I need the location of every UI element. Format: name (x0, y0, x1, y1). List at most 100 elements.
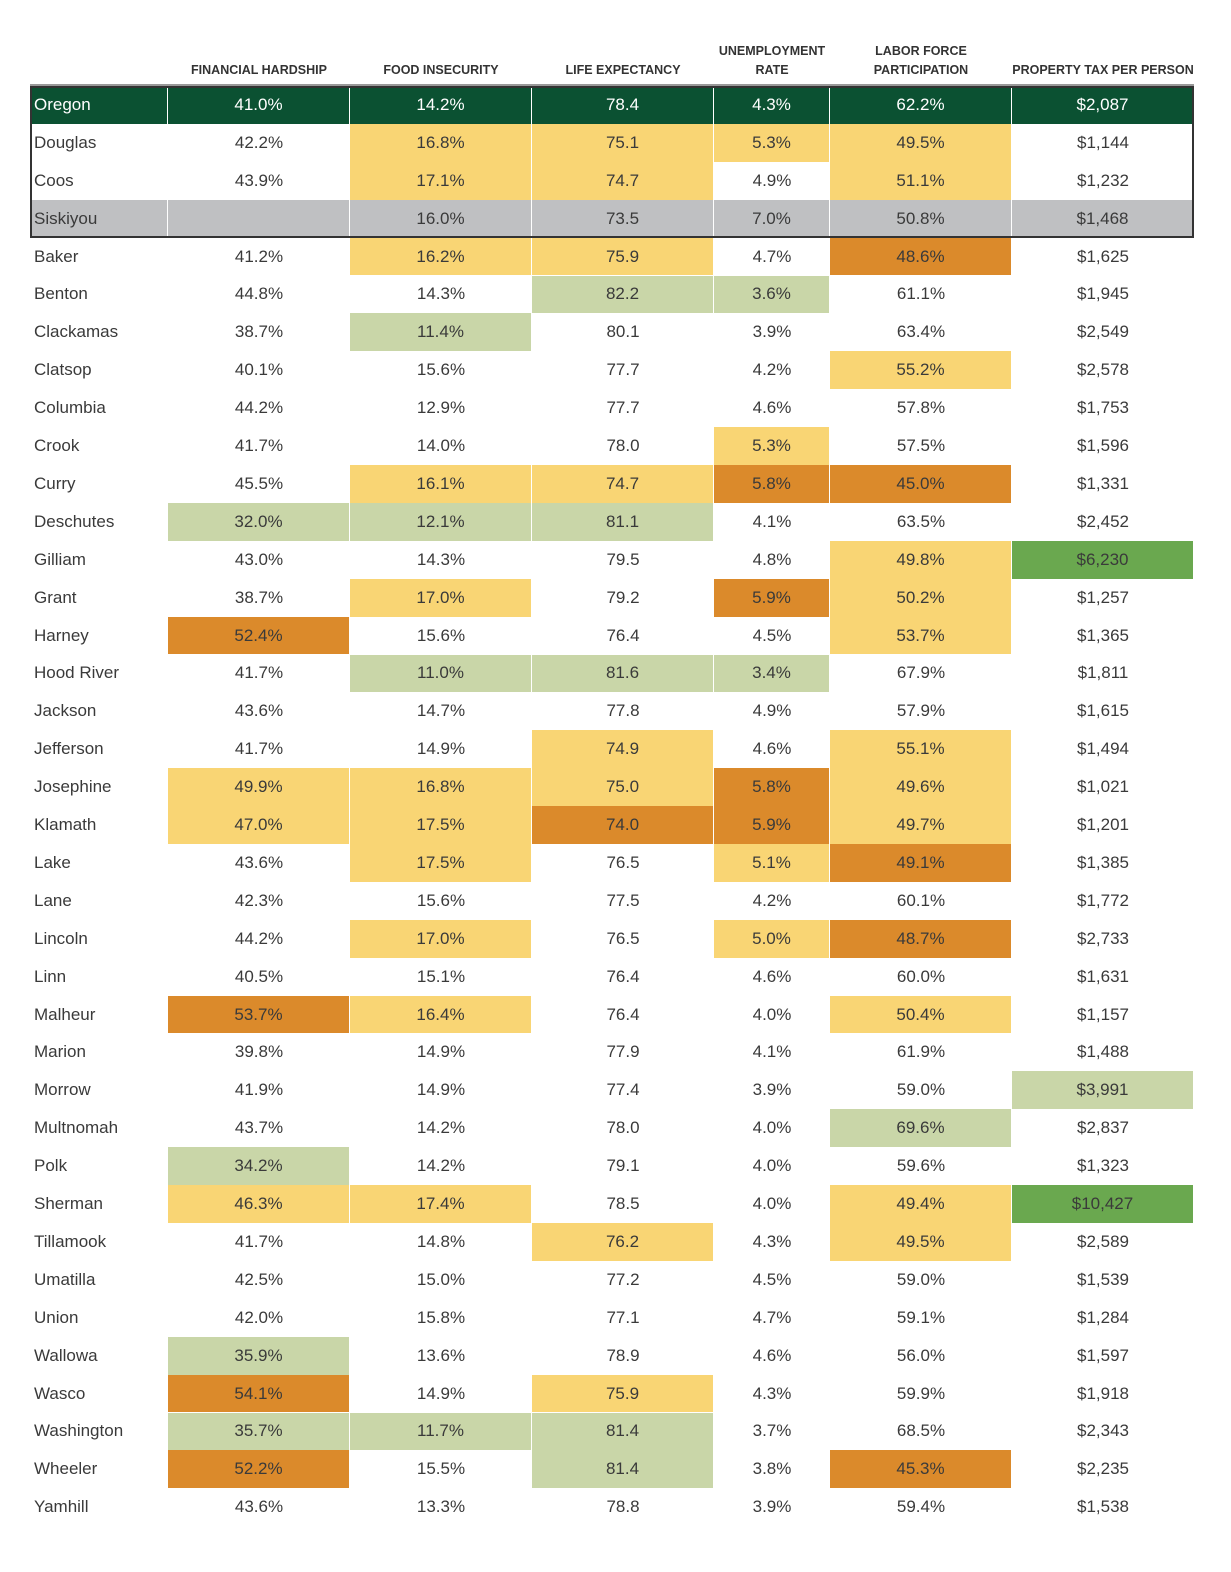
data-cell: 14.0% (416, 436, 466, 456)
data-cell: $1,625 (1077, 246, 1129, 266)
data-cell: $1,597 (1077, 1345, 1129, 1365)
row-label: Baker (34, 246, 79, 266)
header-rule (30, 84, 1194, 86)
data-cell: 17.0% (350, 578, 532, 617)
data-cell: $1,631 (1077, 966, 1129, 986)
data-cell: 4.5% (752, 625, 792, 645)
data-cell: $2,589 (1077, 1231, 1129, 1251)
data-cell: 77.7 (606, 398, 640, 418)
data-cell: 41.7% (234, 436, 284, 456)
data-cell: 16.8% (350, 768, 532, 807)
data-cell: 45.3% (830, 1450, 1012, 1489)
data-cell: 79.1 (606, 1156, 640, 1176)
data-cell: 54.1% (168, 1374, 350, 1413)
data-cell: 3.9% (752, 322, 792, 342)
data-cell: 13.6% (416, 1345, 466, 1365)
data-cell: 14.3% (416, 549, 466, 569)
data-cell: 74.0 (532, 806, 714, 844)
data-cell: $1,596 (1077, 436, 1129, 456)
data-cell: 78.0 (606, 1118, 640, 1138)
row-label: Washington (34, 1421, 124, 1441)
data-cell: 4.1% (752, 1042, 792, 1062)
data-cell: 59.4% (896, 1497, 946, 1517)
data-cell: 75.9 (532, 1374, 714, 1413)
row-label: Harney (34, 625, 89, 645)
data-cell: 5.3% (714, 123, 830, 162)
data-cell: 49.5% (830, 123, 1012, 162)
data-cell: 41.7% (234, 739, 284, 759)
data-cell: 7.0% (714, 199, 830, 238)
row-label: Tillamook (34, 1231, 107, 1251)
data-cell: $1,488 (1077, 1042, 1129, 1062)
data-cell: 57.8% (896, 398, 946, 418)
data-cell: 76.2 (532, 1223, 714, 1261)
highlight-box (30, 86, 1194, 238)
data-cell: $1,753 (1077, 398, 1129, 418)
data-cell: 13.3% (416, 1497, 466, 1517)
data-cell: 45.5% (234, 473, 284, 493)
data-cell: 60.1% (896, 890, 946, 910)
data-cell: 82.2 (532, 275, 714, 314)
data-cell: 4.8% (752, 549, 792, 569)
data-cell: 43.7% (234, 1118, 284, 1138)
data-cell: 50.4% (830, 995, 1012, 1034)
data-cell: $1,157 (1077, 1004, 1129, 1024)
data-cell (168, 199, 350, 238)
data-cell: 40.5% (234, 966, 284, 986)
row-label: Curry (34, 473, 76, 493)
column-header: LABOR FORCE PARTICIPATION (873, 44, 969, 77)
data-cell: 81.4 (532, 1450, 714, 1489)
data-cell: 61.9% (896, 1042, 946, 1062)
data-cell: 76.4 (606, 625, 640, 645)
data-cell: $2,235 (1077, 1459, 1129, 1479)
data-cell: $1,144 (1077, 132, 1129, 152)
data-cell: 67.9% (896, 663, 946, 683)
row-label: Clackamas (34, 322, 119, 342)
data-cell: 59.1% (896, 1307, 946, 1327)
data-cell: 4.6% (752, 398, 792, 418)
data-cell: 5.1% (714, 844, 830, 882)
data-cell: 74.7 (532, 161, 714, 200)
data-cell: 49.8% (830, 540, 1012, 579)
data-cell: $1,615 (1077, 701, 1129, 721)
data-cell: $2,837 (1077, 1118, 1129, 1138)
data-cell: 50.8% (830, 199, 1012, 238)
data-cell: 17.4% (350, 1185, 532, 1223)
data-cell: $1,468 (1012, 199, 1194, 238)
row-label: Wallowa (34, 1345, 98, 1365)
data-cell: 41.9% (234, 1080, 284, 1100)
data-cell: $2,733 (1077, 928, 1129, 948)
data-cell: 76.5 (606, 852, 640, 872)
data-cell: 81.6 (532, 654, 714, 693)
row-label: Columbia (34, 398, 106, 418)
data-cell: 41.7% (234, 663, 284, 683)
data-cell: $2,452 (1077, 511, 1129, 531)
data-cell: 79.5 (606, 549, 640, 569)
data-cell: $1,811 (1077, 663, 1129, 683)
data-cell: 49.4% (830, 1185, 1012, 1223)
data-cell: 50.2% (830, 578, 1012, 617)
data-cell: 48.7% (830, 919, 1012, 958)
data-cell: 78.8 (606, 1497, 640, 1517)
data-cell: 16.4% (350, 995, 532, 1034)
row-label: Malheur (34, 1004, 96, 1024)
row-label: Siskiyou (30, 199, 168, 238)
data-cell: 77.5 (606, 890, 640, 910)
data-cell: 63.4% (896, 322, 946, 342)
data-cell: 14.9% (416, 1042, 466, 1062)
data-cell: 16.1% (350, 465, 532, 503)
data-cell: 73.5 (532, 199, 714, 238)
row-label: Yamhill (34, 1497, 89, 1517)
row-label: Hood River (34, 663, 120, 683)
data-cell: 32.0% (168, 502, 350, 541)
data-cell: 14.2% (350, 86, 532, 124)
data-cell: 4.9% (752, 701, 792, 721)
data-cell: 11.7% (350, 1412, 532, 1451)
data-cell: 14.7% (416, 701, 466, 721)
data-cell: 77.4 (606, 1080, 640, 1100)
data-cell: 44.2% (234, 928, 284, 948)
data-cell: 57.5% (896, 436, 946, 456)
data-cell: 41.2% (234, 246, 284, 266)
data-cell: 43.6% (234, 701, 284, 721)
data-cell: 57.9% (896, 701, 946, 721)
